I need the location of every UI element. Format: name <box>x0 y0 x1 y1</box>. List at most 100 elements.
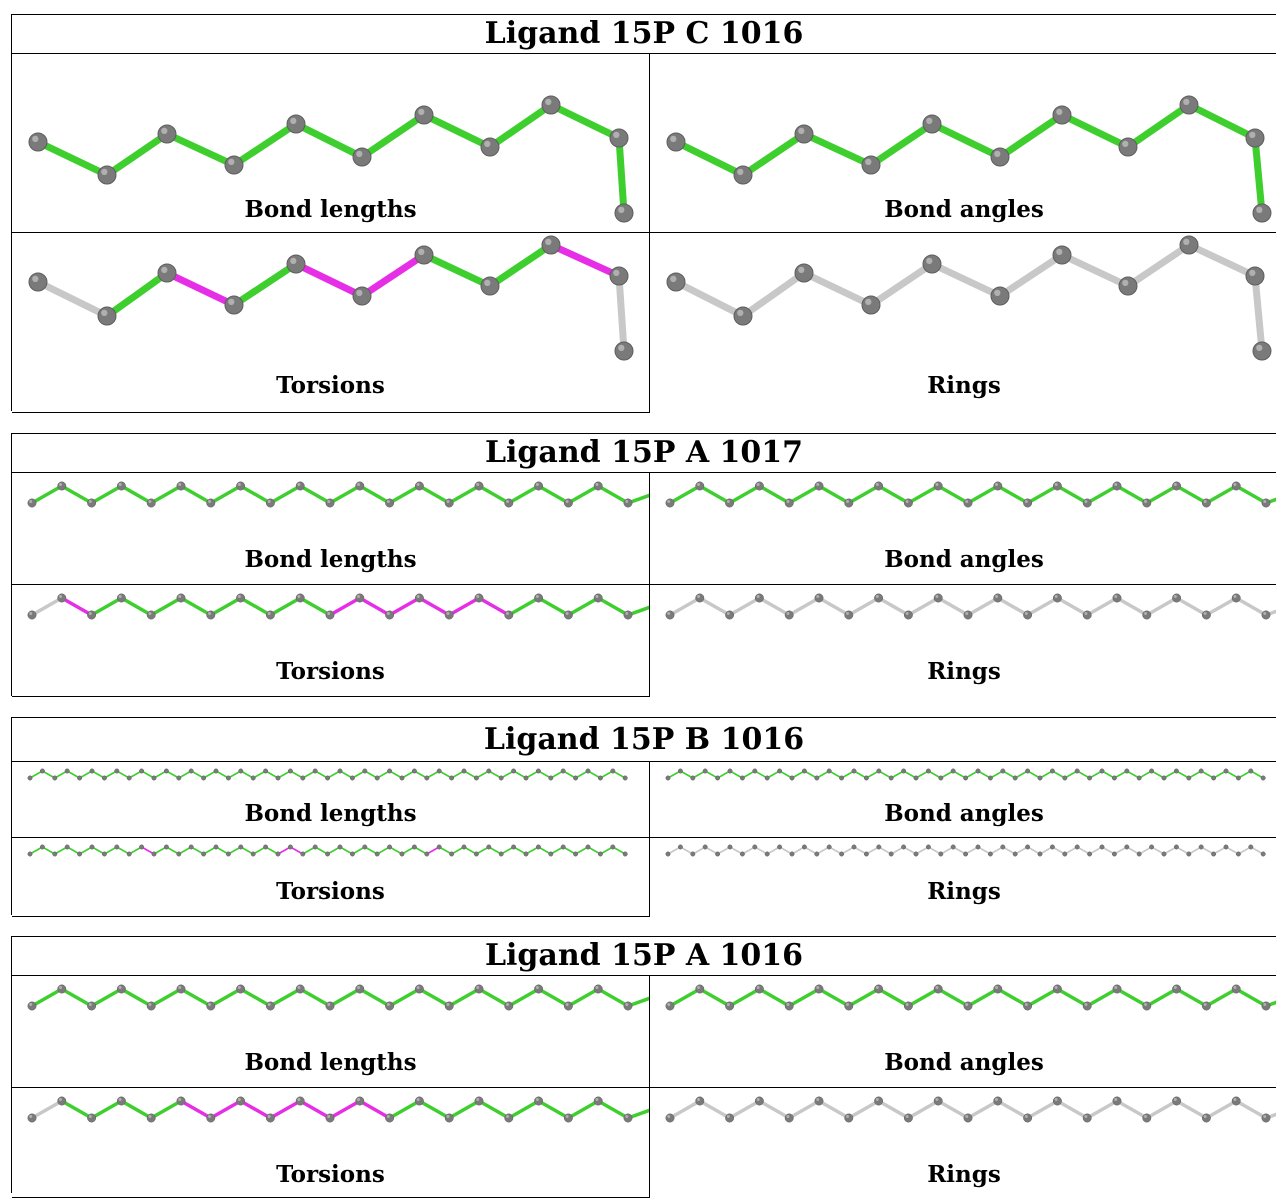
atom-highlight <box>1122 279 1129 286</box>
atom <box>504 498 514 508</box>
atom <box>794 124 814 144</box>
atom <box>474 481 484 491</box>
atom-highlight <box>208 500 212 503</box>
atom <box>950 844 956 850</box>
bond <box>1264 1112 1276 1120</box>
bond <box>906 596 940 617</box>
bond <box>966 484 1000 505</box>
atom <box>27 498 37 508</box>
atom-highlight <box>416 483 420 486</box>
bonds <box>672 101 1266 217</box>
atom-highlight <box>1114 483 1118 486</box>
atom-highlight <box>357 986 361 989</box>
atom <box>752 768 758 774</box>
atom <box>1112 1096 1122 1106</box>
atom-highlight <box>506 1115 510 1118</box>
atom-highlight <box>1144 612 1148 615</box>
atom <box>87 498 97 508</box>
atom <box>1112 984 1122 994</box>
bond <box>238 596 273 617</box>
bond <box>936 1099 970 1120</box>
atom <box>702 844 708 850</box>
atom-highlight <box>625 500 629 503</box>
atom <box>963 1001 973 1011</box>
atoms <box>665 768 1266 781</box>
atom-highlight <box>357 483 361 486</box>
atom <box>1149 768 1155 774</box>
bond <box>89 1099 124 1120</box>
atom-highlight <box>484 140 491 147</box>
atom <box>987 851 993 857</box>
bond <box>507 596 541 617</box>
atom <box>480 276 500 296</box>
atom <box>295 984 305 994</box>
atom <box>1142 610 1152 620</box>
atom <box>352 147 372 167</box>
atom-highlight <box>267 1115 271 1118</box>
atom <box>1012 851 1018 857</box>
bond <box>89 987 124 1008</box>
bond <box>615 134 628 217</box>
bond <box>698 484 732 505</box>
bond <box>477 484 511 505</box>
atom-highlight <box>545 98 552 105</box>
bond <box>727 484 762 505</box>
atom <box>933 593 943 603</box>
atom <box>1261 1113 1271 1123</box>
atom <box>1052 105 1072 125</box>
atom-highlight <box>297 986 301 989</box>
atom <box>1261 498 1271 508</box>
atom-highlight <box>1114 986 1118 989</box>
atoms <box>666 235 1272 361</box>
bond <box>230 260 300 309</box>
atom-highlight <box>327 1115 331 1118</box>
atom <box>275 851 281 857</box>
atom-highlight <box>697 595 701 598</box>
bonds <box>30 484 649 505</box>
bond <box>417 987 451 1008</box>
atom <box>39 844 45 850</box>
atom <box>1172 481 1182 491</box>
bond <box>179 484 213 505</box>
atom <box>236 481 246 491</box>
atom <box>990 286 1010 306</box>
atom-highlight <box>595 483 599 486</box>
atom <box>523 775 529 781</box>
atom <box>139 768 145 774</box>
atom <box>1235 775 1241 781</box>
bond <box>358 1099 392 1120</box>
bond <box>1234 987 1268 1008</box>
atom <box>665 498 675 508</box>
bond <box>1145 484 1179 505</box>
atom <box>1099 844 1105 850</box>
atom <box>1023 498 1033 508</box>
atom-highlight <box>1256 206 1263 214</box>
atom <box>814 984 824 994</box>
atom <box>89 844 95 850</box>
atom <box>213 844 219 850</box>
atom <box>97 165 117 185</box>
atom <box>814 1096 824 1106</box>
atom-highlight <box>995 483 999 486</box>
bond <box>536 596 571 617</box>
atom <box>622 775 628 781</box>
molecule-view <box>665 481 1276 508</box>
atom <box>844 610 854 620</box>
atom <box>933 1096 943 1106</box>
atom-highlight <box>846 1115 850 1118</box>
bond <box>119 1099 153 1120</box>
atom <box>1062 775 1068 781</box>
bonds <box>668 987 1276 1008</box>
panel-label: Bond angles <box>884 800 1044 827</box>
atoms <box>665 984 1271 1011</box>
atom-highlight <box>386 612 390 615</box>
atom-highlight <box>1263 500 1267 503</box>
atom <box>1111 775 1117 781</box>
bond <box>996 111 1066 161</box>
atom-highlight <box>1249 269 1256 276</box>
bond <box>477 596 511 617</box>
atom <box>325 1001 335 1011</box>
atom <box>993 1096 1003 1106</box>
bond <box>596 1099 630 1120</box>
atom <box>504 1001 514 1011</box>
